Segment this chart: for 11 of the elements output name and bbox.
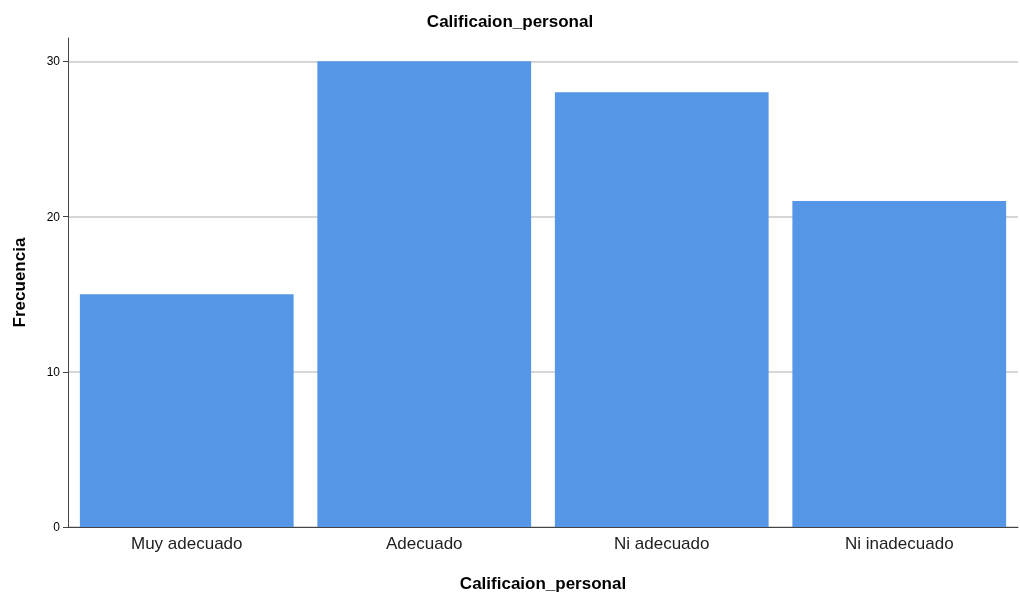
x-tick-label: Ni adecuado — [614, 534, 710, 553]
x-tick-label: Adecuado — [385, 534, 463, 553]
x-axis-title: Calificaion_personal — [459, 574, 627, 593]
y-tick-label: 20 — [46, 209, 61, 224]
y-tick-label: 30 — [46, 54, 61, 69]
x-tick-label: Muy adecuado — [130, 534, 243, 553]
x-tick-label: Ni inadecuado — [844, 534, 954, 553]
y-axis-title: Frecuencia — [10, 237, 29, 328]
y-tick-label: 0 — [53, 520, 61, 534]
chart-title: Calificaion_personal — [426, 12, 594, 31]
y-tick-label: 10 — [46, 364, 61, 379]
